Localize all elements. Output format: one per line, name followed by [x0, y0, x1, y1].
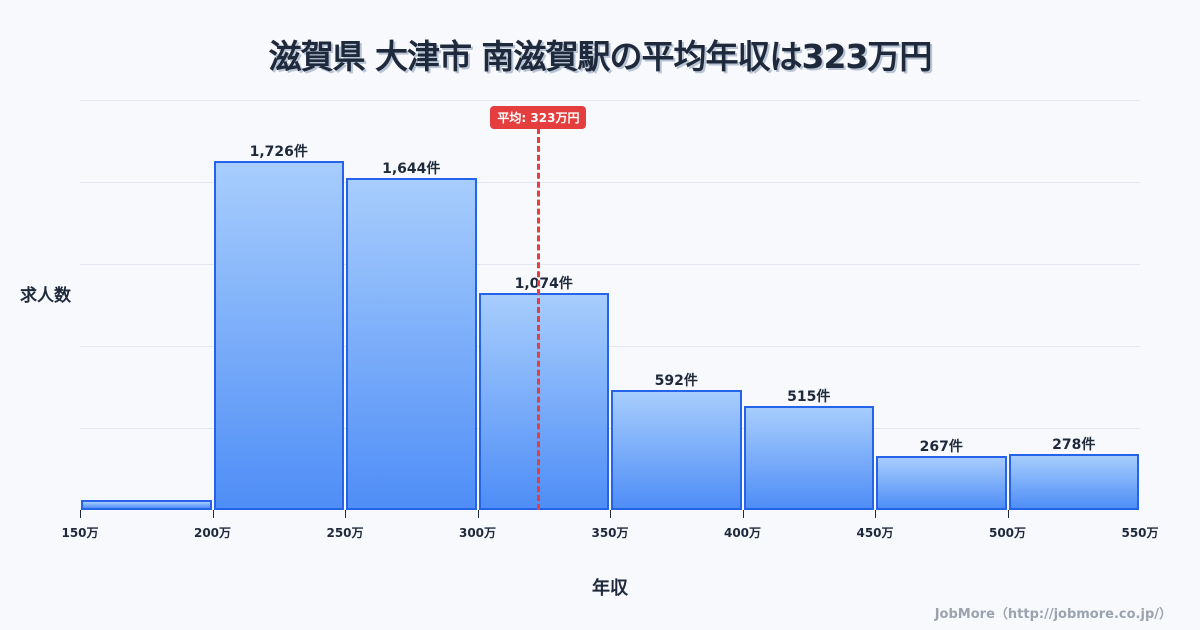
histogram-bar	[478, 292, 609, 510]
histogram-bar	[81, 499, 212, 510]
x-tick	[477, 510, 479, 518]
gridline	[80, 428, 1140, 429]
gridline	[80, 264, 1140, 265]
bar-value-label: 278件	[1052, 436, 1096, 453]
x-tick-label: 500万	[988, 526, 1027, 540]
bar-value-label: 515件	[787, 388, 831, 405]
x-tick	[1007, 510, 1009, 518]
x-tick-label: 350万	[591, 526, 629, 540]
gridline	[80, 182, 1140, 183]
x-tick-label: 150万	[61, 526, 99, 540]
x-tick-label: 450万	[856, 526, 894, 540]
gridline	[80, 100, 1140, 101]
x-axis-label: 年収	[592, 578, 628, 599]
x-tick	[610, 510, 611, 518]
x-tick	[742, 510, 744, 518]
histogram-bar	[611, 390, 742, 510]
bar-value-label: 1,644件	[382, 160, 441, 177]
x-tick-label: 400万	[723, 526, 762, 540]
x-tick	[345, 510, 346, 518]
watermark: JobMore（http://jobmore.co.jp/）	[934, 607, 1172, 622]
bar-value-label: 1,726件	[249, 144, 308, 161]
x-axis: 150万 200万 250万 300万 350万 400万 450万 500万 550万	[61, 510, 1160, 550]
x-tick	[875, 510, 876, 518]
histogram-bar	[743, 405, 874, 510]
x-tick-label: 250万	[326, 526, 364, 540]
gridline	[80, 346, 1140, 347]
x-tick-label: 200万	[193, 526, 232, 540]
x-tick	[212, 510, 214, 518]
y-axis-label: 求人数	[20, 286, 71, 306]
histogram-bar	[876, 456, 1007, 510]
chart-title: 滋賀県 大津市 南滋賀駅の平均年収は323万円	[268, 37, 933, 76]
bar-value-label: 592件	[654, 373, 698, 390]
x-tick-label: 300万	[458, 526, 497, 540]
histogram-bar	[1008, 453, 1139, 510]
bar-value-label: 267件	[919, 439, 963, 456]
mean-badge: 平均: 323万円	[490, 106, 587, 129]
mean-line	[537, 128, 541, 510]
histogram-bar	[213, 161, 344, 510]
x-tick	[80, 510, 81, 518]
bar-value-label: 1,074件	[514, 275, 573, 292]
x-tick-label: 550万	[1121, 526, 1159, 540]
histogram-bar	[346, 177, 477, 510]
plot-area: 1,726件 1,644件 1,074件 592件 515件 267件 278件 平均: 32…	[80, 100, 1140, 510]
